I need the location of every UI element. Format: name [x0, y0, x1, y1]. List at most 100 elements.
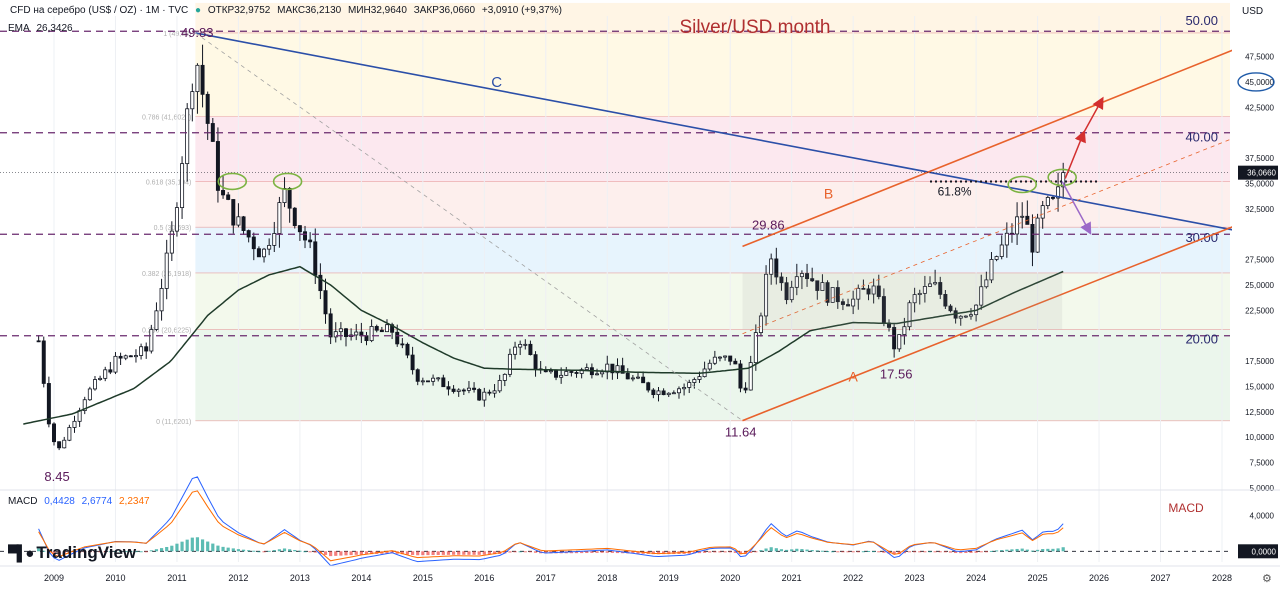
- candle-body: [446, 386, 451, 390]
- candle-body: [108, 369, 113, 373]
- candle-body: [692, 379, 697, 383]
- candle-body: [753, 332, 758, 364]
- macd-histogram-bar: [815, 550, 819, 552]
- candle-body: [256, 248, 261, 258]
- symbol-header[interactable]: CFD на серебро (US$ / OZ) · 1M · TVC ● О…: [10, 5, 566, 16]
- tradingview-logo[interactable]: ▀▌● TradingView: [8, 543, 136, 563]
- candle-body: [374, 326, 379, 331]
- candle-body: [344, 328, 348, 337]
- macd-histogram-bar: [154, 549, 159, 552]
- macd-histogram-bar: [995, 550, 999, 552]
- x-tick-label: 2027: [1151, 573, 1171, 583]
- x-tick-label: 2021: [782, 573, 802, 583]
- candle-body: [948, 305, 953, 312]
- target-arrow-1: [1064, 129, 1086, 179]
- x-tick-label: 2015: [413, 573, 433, 583]
- candle-body: [769, 258, 774, 275]
- candle-body: [164, 252, 169, 289]
- candle-body: [318, 274, 323, 292]
- candle-body: [682, 387, 687, 390]
- macd-value-1: 0,4428: [44, 496, 75, 507]
- x-tick-label: 2009: [44, 573, 64, 583]
- macd-histogram-bar: [790, 549, 794, 552]
- macd-histogram-bar: [159, 548, 164, 552]
- macd-value-2: 2,6774: [81, 496, 113, 507]
- macd-histogram-bar: [129, 551, 133, 553]
- candle-body: [784, 282, 789, 301]
- y-tick-label: 25,0000: [1245, 281, 1274, 290]
- candle-body: [728, 355, 733, 362]
- ema-legend[interactable]: EMA 26,3426: [8, 23, 77, 34]
- macd-histogram-bar: [897, 551, 901, 555]
- candle-body: [185, 108, 190, 165]
- channel-line-b: [742, 48, 1235, 248]
- macd-histogram-bar: [846, 551, 850, 553]
- macd-histogram-bar: [764, 548, 768, 552]
- candle-body: [57, 441, 62, 449]
- y-tick-label: 32,5000: [1245, 205, 1274, 214]
- macd-pane-label: MACD: [1168, 501, 1204, 515]
- candle-body: [994, 256, 999, 260]
- macd-histogram-bar: [923, 551, 927, 553]
- candle-body: [707, 362, 712, 370]
- macd-histogram-bar: [262, 551, 266, 553]
- macd-histogram-bar: [754, 551, 758, 553]
- macd-histogram-bar: [451, 551, 456, 555]
- macd-histogram-bar: [600, 551, 604, 553]
- macd-histogram-bar: [1041, 549, 1045, 552]
- annotation-A: A: [848, 368, 858, 384]
- macd-histogram-bar: [282, 548, 287, 552]
- x-tick-label: 2028: [1212, 573, 1232, 583]
- annotation-845: 8.45: [44, 469, 69, 484]
- candle-body: [794, 276, 799, 288]
- macd-histogram-bar: [436, 551, 440, 555]
- candle-body: [559, 374, 564, 378]
- candle-body: [723, 355, 728, 358]
- macd-histogram-bar: [344, 551, 348, 556]
- macd-histogram-bar: [533, 551, 538, 553]
- candle-body: [492, 390, 497, 394]
- candle-body: [712, 356, 717, 364]
- candle-body: [548, 370, 553, 373]
- macd-histogram-bar: [820, 550, 825, 552]
- candle-body: [1004, 232, 1009, 246]
- candle-body: [303, 231, 308, 241]
- macd-histogram-bar: [713, 551, 717, 553]
- macd-histogram-bar: [313, 551, 317, 553]
- candle-body: [118, 355, 123, 359]
- macd-histogram-bar: [487, 551, 492, 555]
- candle-body: [738, 363, 743, 389]
- candle-body: [943, 293, 948, 307]
- y-tick-label: 35,0000: [1245, 179, 1274, 188]
- highlight-ellipse: [217, 172, 248, 191]
- macd-histogram-bar: [411, 551, 415, 555]
- candle-body: [169, 230, 174, 254]
- macd-legend[interactable]: MACD 0,4428 2,6774 2,2347: [8, 496, 154, 507]
- open-value: 32,9752: [234, 5, 271, 16]
- candle-body: [779, 276, 784, 284]
- candle-body: [231, 199, 236, 226]
- macd-histogram-bar: [836, 551, 840, 553]
- candle-body: [292, 207, 297, 227]
- candle-body: [379, 329, 384, 333]
- candle-body: [963, 315, 968, 318]
- candle-body: [313, 241, 318, 276]
- macd-histogram-bar: [139, 551, 143, 553]
- macd-histogram-bar: [800, 549, 804, 552]
- x-tick-label: 2020: [720, 573, 740, 583]
- ema-line: [23, 265, 1064, 425]
- highlight-ellipse: [272, 172, 303, 191]
- y-tick-label: 7,5000: [1250, 459, 1275, 468]
- candle-body: [697, 376, 702, 380]
- y-tick-label: 12,5000: [1245, 408, 1274, 417]
- macd-histogram-bar: [334, 551, 338, 556]
- macd-histogram-bar: [969, 551, 973, 553]
- candle-body: [46, 383, 51, 425]
- candle-body: [513, 346, 518, 355]
- macd-histogram-bar: [462, 551, 466, 555]
- candle-body: [103, 369, 108, 379]
- x-tick-label: 2018: [597, 573, 617, 583]
- key-level-label: 40.00: [1185, 130, 1218, 145]
- fib-label: 0.618 (35,194): [146, 180, 192, 187]
